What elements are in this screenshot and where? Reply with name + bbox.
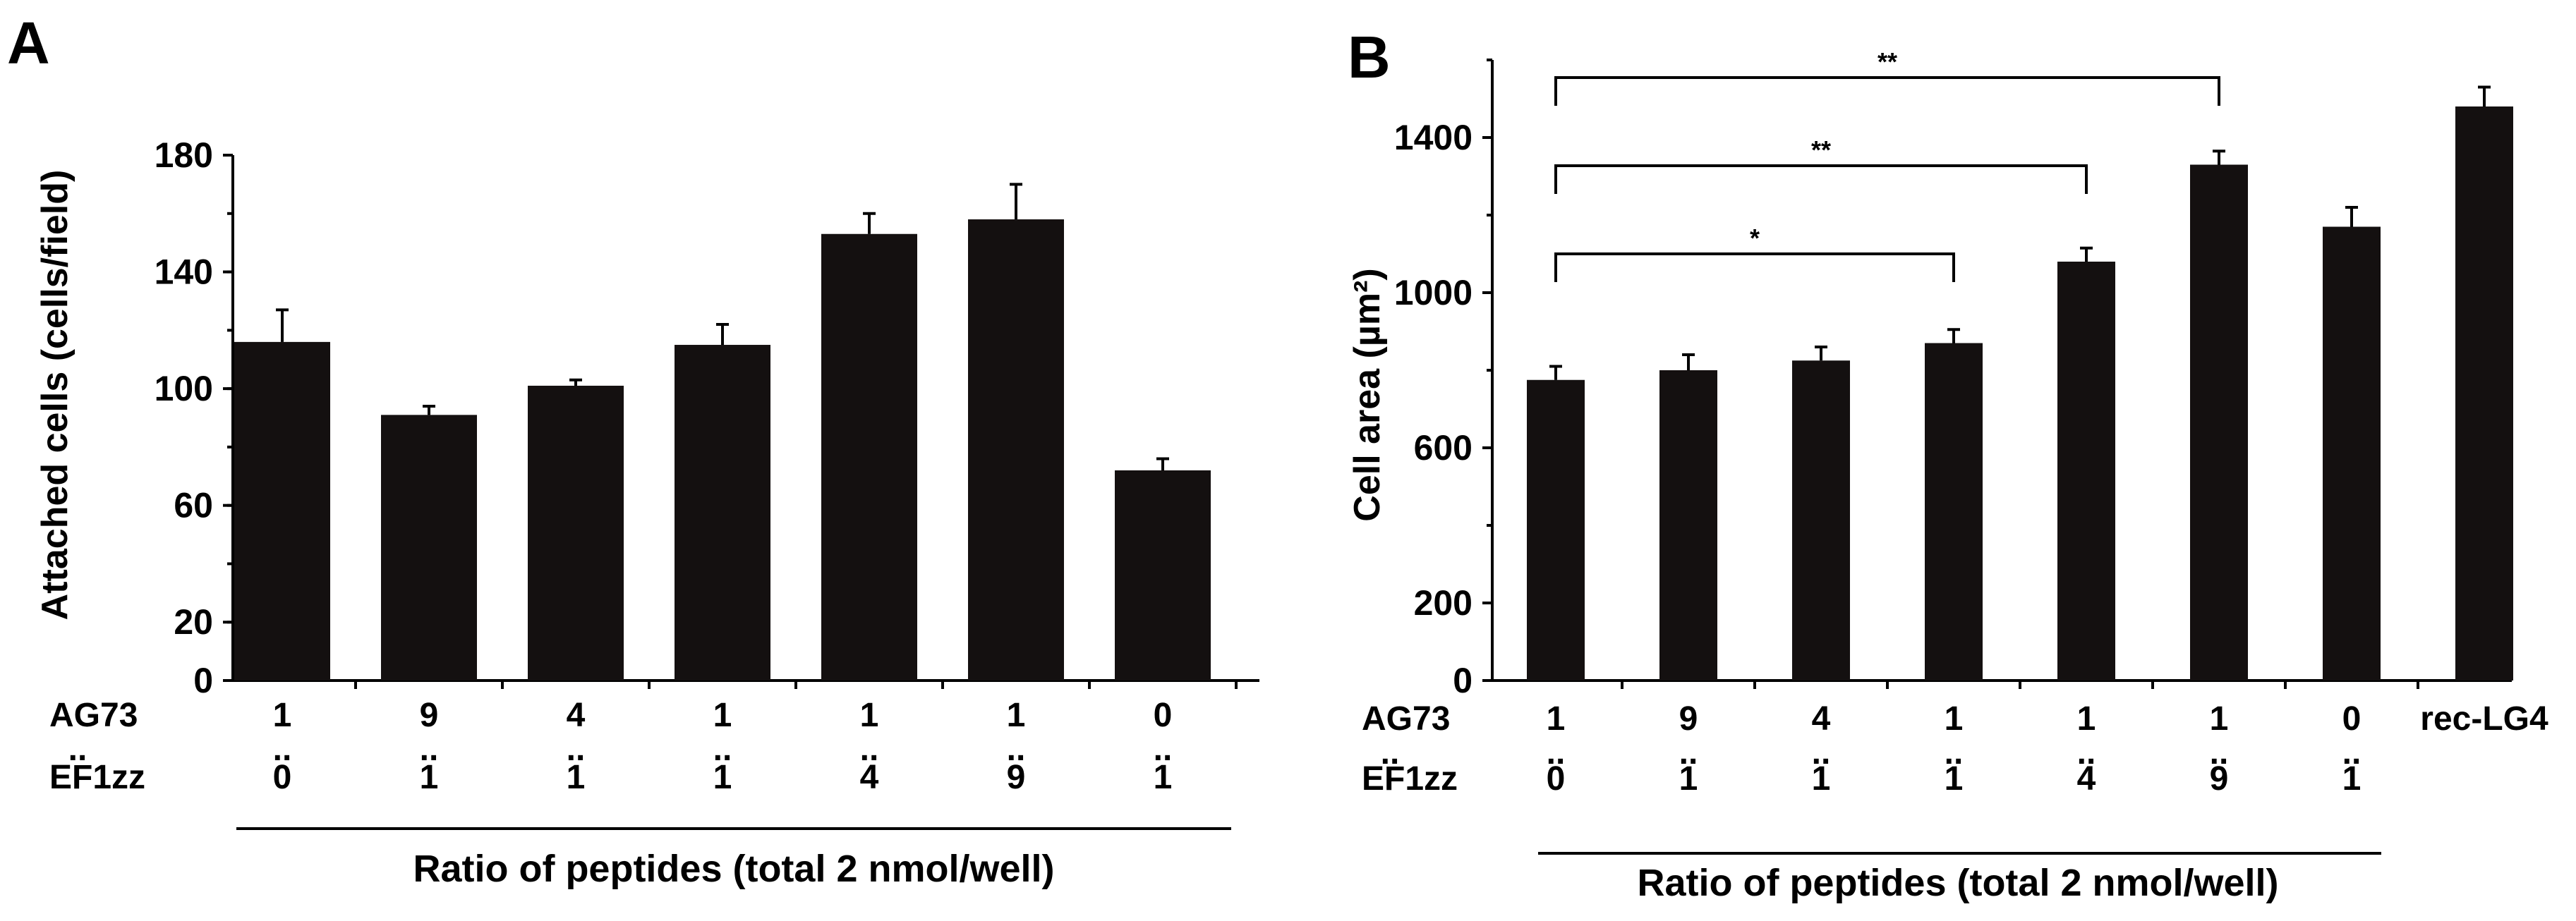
y-tick-label: 1000 xyxy=(1394,273,1473,312)
ratio-separator: .. xyxy=(273,731,292,768)
ratio-top-value: 9 xyxy=(420,697,439,734)
significance-label: ** xyxy=(1811,135,1831,164)
ratio-bottom-value: 9 xyxy=(2210,760,2229,798)
ratio-top-value: 1 xyxy=(1547,700,1566,738)
ratio-top-value: 1 xyxy=(860,697,879,734)
y-tick-label: 140 xyxy=(155,252,213,292)
ratio-top-value: 1 xyxy=(273,697,292,734)
ratio-separator: .. xyxy=(1679,734,1698,771)
significance-label: * xyxy=(1750,224,1760,252)
significance-bracket xyxy=(1554,164,2088,194)
y-tick-label: 0 xyxy=(193,661,213,700)
y-tick-label: 600 xyxy=(1414,428,1473,468)
bar xyxy=(1792,360,1850,681)
bar xyxy=(528,385,624,681)
ratio-bottom-value: 9 xyxy=(1007,759,1026,796)
ratio-bottom-value: 4 xyxy=(860,759,879,796)
y-tick-label: 100 xyxy=(155,369,213,408)
ratio-bottom-value: 1 xyxy=(1812,760,1831,798)
bar xyxy=(2455,106,2513,681)
x-axis-label: Ratio of peptides (total 2 nmol/well) xyxy=(413,848,1054,890)
ratio-separator: .. xyxy=(1007,731,1026,768)
row-separator-dots: .. xyxy=(68,731,87,768)
ratio-bottom-value: 0 xyxy=(1547,760,1566,798)
ratio-top-value: 1 xyxy=(1007,697,1026,734)
ratio-top-value: rec-LG4 xyxy=(2420,700,2548,738)
bar xyxy=(968,219,1064,681)
ratio-top-value: 1 xyxy=(1945,700,1964,738)
y-axis-label: Attached cells (cells/field) xyxy=(35,170,75,621)
ratio-bottom-value: 4 xyxy=(2077,760,2096,798)
ratio-top-value: 9 xyxy=(1679,700,1698,738)
row-label-ag73: AG73 xyxy=(1362,700,1450,738)
y-tick-label: 0 xyxy=(1453,661,1473,700)
y-tick-label: 180 xyxy=(155,135,213,175)
y-tick-label: 20 xyxy=(174,602,213,642)
panel-letter-a: A xyxy=(7,10,50,76)
ratio-top-value: 1 xyxy=(2077,700,2096,738)
bar xyxy=(675,345,770,681)
row-label-ag73: AG73 xyxy=(49,697,138,734)
ratio-separator: .. xyxy=(2210,734,2229,771)
ratio-top-value: 1 xyxy=(2210,700,2229,738)
bar xyxy=(2323,226,2381,681)
row-label-ef1zz: EF1zz xyxy=(49,759,145,796)
ratio-separator: .. xyxy=(1945,734,1964,771)
ratio-bottom-value: 1 xyxy=(1945,760,1964,798)
ratio-top-value: 0 xyxy=(2342,700,2362,738)
x-axis-label: Ratio of peptides (total 2 nmol/well) xyxy=(1637,862,2278,904)
ratio-separator: .. xyxy=(2342,734,2362,771)
bar xyxy=(2190,164,2248,681)
ratio-separator: .. xyxy=(1812,734,1831,771)
ratio-top-value: 1 xyxy=(713,697,732,734)
ratio-separator: .. xyxy=(860,731,879,768)
bar xyxy=(381,415,477,681)
ratio-bottom-value: 1 xyxy=(567,759,586,796)
y-axis-label: Cell area (µm²) xyxy=(1347,268,1388,521)
ratio-bottom-value: 1 xyxy=(713,759,732,796)
ratio-separator: .. xyxy=(567,731,586,768)
ratio-top-value: 4 xyxy=(1812,700,1831,738)
ratio-separator: .. xyxy=(420,731,439,768)
bar xyxy=(1527,379,1585,681)
ratio-bottom-value: 1 xyxy=(1154,759,1173,796)
ratio-top-value: 4 xyxy=(567,697,586,734)
bar xyxy=(1115,470,1211,681)
ratio-bottom-value: 1 xyxy=(2342,760,2362,798)
ratio-separator: .. xyxy=(1154,731,1173,768)
significance-label: ** xyxy=(1877,47,1897,76)
ratio-separator: .. xyxy=(2077,734,2096,771)
significance-bracket xyxy=(1554,76,2220,106)
ratio-separator: .. xyxy=(713,731,732,768)
row-label-ef1zz: EF1zz xyxy=(1362,760,1458,798)
panel-letter-b: B xyxy=(1348,24,1391,90)
ratio-bottom-value: 1 xyxy=(1679,760,1698,798)
significance-bracket xyxy=(1554,252,1955,282)
ratio-separator: .. xyxy=(1547,734,1566,771)
ratio-top-value: 0 xyxy=(1154,697,1173,734)
bar xyxy=(2057,262,2115,681)
y-tick-label: 1400 xyxy=(1394,118,1473,157)
ratio-bottom-value: 0 xyxy=(273,759,292,796)
bar xyxy=(1925,343,1983,681)
bar xyxy=(1659,370,1717,681)
y-tick-label: 200 xyxy=(1414,583,1473,623)
bar xyxy=(821,233,917,681)
y-tick-label: 60 xyxy=(174,486,213,525)
ratio-bottom-value: 1 xyxy=(420,759,439,796)
bar xyxy=(234,341,330,681)
row-separator-dots: .. xyxy=(1381,734,1400,771)
